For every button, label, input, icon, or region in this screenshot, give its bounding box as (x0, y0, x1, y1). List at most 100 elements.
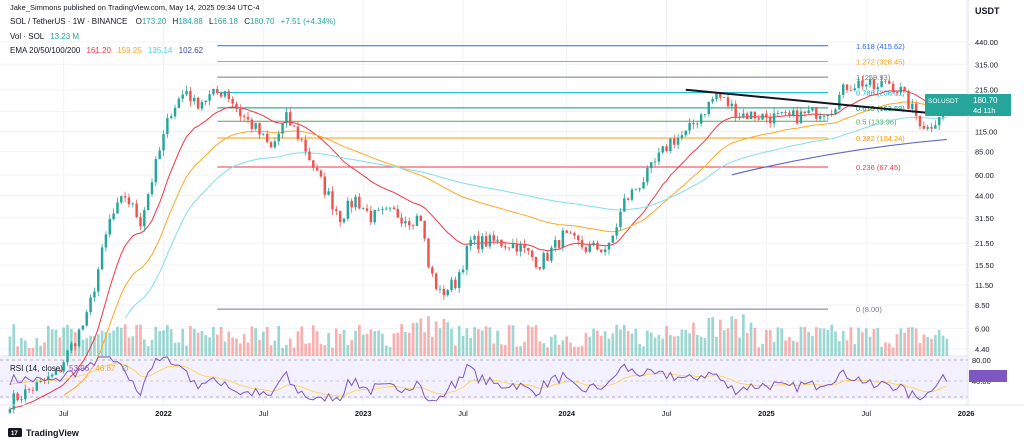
volume-bar (162, 330, 165, 356)
candle-body (888, 81, 891, 84)
candle-body (350, 200, 353, 208)
candle-body (834, 109, 837, 114)
volume-bar (384, 345, 388, 356)
candle-body (461, 269, 465, 273)
volume-bar (669, 335, 672, 356)
volume-bar (841, 330, 845, 356)
volume-bar (427, 316, 430, 356)
volume-bar (411, 323, 415, 356)
volume-bar (154, 326, 158, 356)
candle-body (811, 107, 814, 111)
candle-body (557, 239, 561, 248)
candle-body (477, 235, 480, 250)
volume-bar (596, 330, 599, 356)
volume-bar (108, 332, 112, 356)
candle-body (738, 116, 741, 118)
candle-body (822, 115, 826, 117)
volume-bar (742, 314, 745, 356)
volume-bar (680, 329, 684, 356)
candle-body (8, 409, 12, 413)
candle-body (788, 112, 791, 115)
volume-bar (20, 338, 23, 356)
candle-body (795, 110, 799, 124)
candle-body (749, 111, 753, 120)
time-tick-label: 2024 (558, 409, 576, 418)
volume-bar (811, 336, 814, 356)
candle-body (127, 197, 131, 205)
candle-body (765, 113, 768, 118)
volume-bar (185, 345, 188, 356)
volume-bar (576, 346, 580, 356)
candle-body (431, 267, 434, 274)
volume-bar (526, 325, 530, 356)
volume-bar (550, 336, 553, 356)
candle-body (849, 89, 853, 91)
volume-bar (354, 330, 357, 356)
candle-body (12, 393, 15, 410)
candle-body (146, 194, 150, 211)
volume-bar (592, 328, 595, 356)
candle-body (327, 191, 330, 195)
candle-body (868, 79, 872, 85)
candle-body (880, 80, 883, 88)
candle-body (408, 221, 411, 226)
volume-bar (365, 333, 369, 356)
volume-bar (684, 329, 688, 356)
volume-bar (765, 329, 768, 356)
volume-bar (338, 333, 342, 356)
price-tick-label: 6.00 (975, 324, 990, 333)
volume-bar (788, 336, 791, 356)
volume-bar (212, 327, 215, 356)
candle-body (830, 113, 833, 115)
rsi-ma-value: 46.87 (95, 364, 116, 373)
candle-body (358, 196, 361, 209)
candle-body (826, 114, 830, 116)
volume-bar (327, 332, 330, 356)
candle-body (623, 198, 626, 212)
candle-body (669, 138, 672, 152)
candle-body (607, 242, 611, 250)
volume-bar (85, 338, 89, 356)
volume-bar (350, 340, 354, 356)
candle-body (784, 112, 787, 113)
volume-bar (181, 328, 185, 356)
volume-bar (772, 342, 776, 356)
volume-bar (469, 337, 473, 356)
volume-bar (192, 328, 196, 356)
price-tick-label: 4.40 (975, 345, 990, 354)
candle-body (335, 209, 338, 212)
candle-body (473, 235, 476, 240)
candle-body (97, 269, 100, 292)
volume-bar (945, 338, 949, 356)
volume-bar (346, 344, 350, 356)
ema200-value: 102.62 (179, 46, 204, 55)
candle-body (185, 90, 188, 95)
volume-bar (565, 336, 569, 356)
price-axis[interactable]: 440.00315.00215.00155.00115.0085.0060.00… (975, 38, 998, 354)
volume-bar (903, 332, 906, 356)
volume-bar (35, 338, 39, 356)
volume-bar (173, 343, 177, 356)
volume-bar (81, 339, 85, 356)
volume-bar (23, 340, 27, 356)
ema20-value: 161.20 (87, 46, 112, 55)
candle-body (319, 170, 323, 177)
candle-body (150, 182, 154, 195)
candle-body (500, 239, 503, 247)
candle-body (719, 93, 722, 98)
volume-bar (480, 330, 484, 356)
tradingview-logo[interactable]: 17 TradingView (8, 428, 80, 438)
volume-bar (238, 343, 242, 356)
candle-body (173, 107, 177, 117)
candle-body (688, 123, 691, 131)
rsi-pane[interactable] (0, 357, 968, 399)
candle-body (534, 256, 538, 268)
trendline[interactable] (685, 88, 947, 116)
time-axis[interactable]: Jul 2022 Jul 2023 Jul 2024 Jul 2025 Jul 2026 (59, 409, 975, 418)
candle-body (665, 146, 668, 152)
candle-body (450, 279, 453, 291)
candle-body (70, 343, 73, 351)
candle-body (400, 217, 403, 224)
volume-bar (864, 328, 868, 356)
